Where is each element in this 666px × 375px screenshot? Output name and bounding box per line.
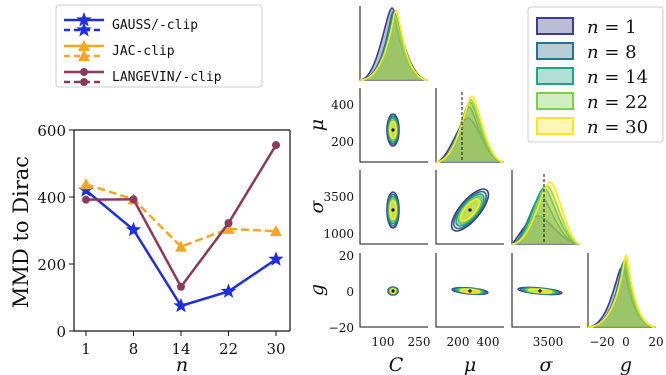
corner-legend: n = 1 n = 8 n = 14 n = 22 n = 30	[527, 6, 664, 143]
truth-point	[391, 208, 395, 212]
x-tick-label: 8	[129, 340, 139, 358]
panel-axes	[359, 170, 428, 245]
C-axis-label: C	[389, 354, 404, 375]
sigma-y-tick: 3500	[323, 190, 354, 204]
x-axis-label: n	[176, 354, 188, 375]
truth-point	[468, 208, 472, 212]
marginal-density	[435, 95, 505, 163]
corner-legend-swatch	[536, 117, 574, 135]
corner-legend-swatch	[536, 92, 574, 110]
marginal-density	[587, 254, 657, 328]
legend-marker	[78, 50, 90, 61]
x-tick-label: 14	[171, 340, 190, 358]
data-point	[272, 141, 280, 150]
panel-axes	[359, 88, 428, 163]
data-point	[173, 297, 189, 313]
series-line	[85, 144, 278, 290]
legend-marker	[76, 12, 92, 27]
y-tick-label: 200	[37, 256, 66, 274]
sigma-y-tick: 1000	[323, 227, 354, 241]
marginal-density	[359, 9, 429, 81]
legend-marker	[76, 22, 92, 37]
y-tick-label: 0	[56, 323, 66, 341]
g-axis-label: g	[620, 354, 632, 375]
x-tick-label: 30	[266, 340, 285, 358]
posterior-contour	[450, 188, 490, 232]
corner-legend-label: n = 1	[587, 17, 637, 38]
C-x-tick: 100	[372, 335, 395, 349]
mu-y-tick: 200	[331, 135, 354, 149]
data-point	[129, 195, 138, 204]
data-point	[175, 240, 187, 252]
panel-axes	[511, 253, 580, 328]
data-point	[80, 178, 92, 190]
data-point	[125, 221, 142, 237]
legend-marker	[78, 40, 90, 51]
corner-legend-label: n = 14	[587, 67, 648, 88]
truth-point	[391, 128, 395, 132]
x-tick-label: 1	[81, 340, 91, 358]
legend-box	[55, 4, 263, 88]
panel-axes	[435, 170, 504, 245]
data-point	[268, 251, 284, 266]
mu-axis-label: μ	[464, 354, 476, 375]
mu-x-tick: 200	[447, 335, 470, 349]
panel-axes	[435, 253, 504, 328]
g-y-tick: 20	[339, 249, 354, 263]
corner-legend-swatch	[536, 67, 574, 85]
sigma-x-tick: 3500	[533, 335, 564, 349]
g-x-tick: −20	[589, 335, 614, 349]
y-tick-label: 600	[37, 122, 66, 140]
data-point	[177, 282, 185, 291]
data-point	[220, 283, 237, 298]
marginal-density	[511, 181, 581, 245]
legend-label: LANGEVIN/-clip	[112, 70, 222, 85]
data-point	[222, 222, 235, 234]
truth-point	[391, 289, 395, 293]
g-y-tick: 0	[346, 285, 354, 299]
legend-label: JAC-clip	[112, 44, 175, 59]
mu-axis-label: μ	[306, 119, 328, 131]
data-point	[78, 182, 94, 197]
corner-legend-swatch	[536, 42, 574, 60]
sigma-axis-label: σ	[540, 354, 554, 375]
corner-legend-swatch	[536, 17, 574, 35]
g-axis-label: g	[306, 284, 328, 296]
mu-x-tick: 400	[477, 335, 500, 349]
data-point	[270, 225, 282, 237]
truth-point	[538, 289, 542, 293]
y-tick-label: 400	[37, 189, 66, 207]
corner-legend-label: n = 30	[587, 117, 648, 138]
corner-legend-label: n = 8	[587, 42, 637, 63]
series-line	[85, 183, 277, 249]
C-x-tick: 250	[408, 335, 431, 349]
g-x-tick: 20	[648, 335, 663, 349]
truth-point	[468, 289, 472, 293]
mu-y-tick: 400	[331, 98, 354, 112]
data-point	[82, 195, 90, 204]
g-x-tick: 0	[622, 335, 630, 349]
line-chart: GAUSS/-clip JAC-clip LANGEVIN/-clip 0 200 40…	[9, 4, 291, 375]
y-axis-label: MMD to Dirac	[9, 156, 33, 308]
posterior-contour	[453, 190, 487, 230]
g-y-tick: −20	[329, 321, 354, 335]
panel-axes	[359, 253, 428, 328]
legend-label: GAUSS/-clip	[112, 18, 198, 33]
data-point	[224, 219, 233, 228]
legend-marker	[80, 68, 88, 76]
corner-legend-label: n = 22	[587, 92, 648, 113]
legend-marker	[80, 78, 88, 86]
x-tick-label: 22	[219, 340, 238, 358]
sigma-axis-label: σ	[306, 199, 328, 213]
